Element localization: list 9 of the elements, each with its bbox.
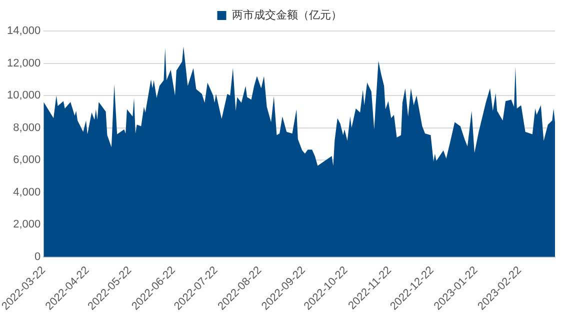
legend-label: 两市成交金额（亿元） (232, 8, 342, 22)
y-tick-label: 8,000 (13, 122, 41, 134)
y-tick-label: 14,000 (6, 25, 41, 38)
y-tick-label: 12,000 (6, 57, 41, 70)
y-tick-label: 4,000 (13, 186, 41, 198)
y-tick-label: 0 (34, 250, 41, 263)
y-tick-label: 10,000 (6, 90, 41, 102)
y-tick-label: 2,000 (13, 218, 41, 231)
y-tick-label: 6,000 (13, 154, 41, 166)
